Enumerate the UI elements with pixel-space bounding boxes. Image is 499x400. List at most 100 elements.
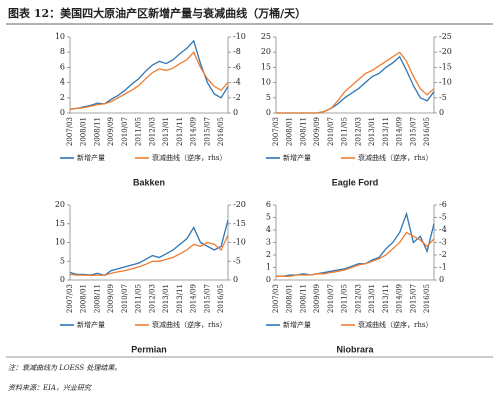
- x-tick-label: 2007/03: [66, 284, 74, 313]
- y-tick-label: 1: [266, 263, 271, 272]
- x-tick-label: 2013/11: [176, 284, 184, 313]
- series-line: [276, 231, 435, 277]
- y-tick-label: 20: [55, 200, 65, 209]
- y-tick-label: 0: [266, 275, 271, 284]
- legend-label: 衰减曲线（逆序，rhs）: [152, 320, 226, 329]
- x-tick-label: 2013/01: [368, 284, 376, 313]
- y2-tick-label: -10: [233, 32, 246, 41]
- series-line: [69, 219, 229, 277]
- y-tick-label: 4: [60, 78, 65, 87]
- chart-title: Niobrara: [336, 344, 374, 354]
- y2-tick-label: -5: [439, 93, 447, 102]
- legend-label: 新增产量: [283, 153, 311, 162]
- y-tick-label: 5: [60, 256, 65, 265]
- x-tick-label: 2013/11: [382, 284, 390, 313]
- y2-tick-label: -5: [233, 256, 241, 265]
- y-tick-label: 15: [261, 62, 271, 71]
- legend-label: 衰减曲线（逆序，rhs）: [358, 153, 432, 162]
- y2-tick-label: -10: [439, 78, 452, 87]
- x-tick-label: 2015/07: [203, 284, 211, 313]
- y2-tick-label: -1: [439, 263, 447, 272]
- series-line: [276, 51, 435, 114]
- y-tick-label: 15: [55, 219, 65, 228]
- x-tick-label: 2008/01: [286, 284, 294, 313]
- x-tick-label: 2007/03: [272, 117, 280, 146]
- x-tick-label: 2014/09: [396, 117, 404, 146]
- y2-tick-label: -15: [233, 219, 246, 228]
- x-tick-label: 2014/09: [190, 117, 198, 146]
- x-tick-label: 2010/07: [327, 117, 335, 146]
- x-tick-label: 2010/07: [327, 284, 335, 313]
- legend-label: 衰减曲线（逆序，rhs）: [152, 153, 226, 162]
- x-tick-label: 2007/03: [66, 117, 74, 146]
- y-tick-label: 5: [266, 93, 271, 102]
- x-tick-label: 2011/05: [341, 117, 349, 146]
- y-tick-label: 6: [266, 200, 271, 209]
- legend-label: 衰减曲线（逆序，rhs）: [358, 320, 432, 329]
- x-tick-label: 2010/07: [121, 117, 129, 146]
- source: 资料来源：EIA，兴业研究: [8, 384, 92, 392]
- chart-title: Permian: [131, 344, 167, 354]
- x-tick-label: 2009/09: [313, 117, 321, 146]
- x-tick-label: 2011/05: [135, 284, 143, 313]
- legend-label: 新增产量: [77, 320, 105, 329]
- y2-tick-label: -15: [439, 62, 452, 71]
- x-tick-label: 2013/01: [368, 117, 376, 146]
- x-tick-label: 2012/03: [148, 117, 156, 146]
- y2-tick-label: -6: [439, 200, 447, 209]
- y2-tick-label: -3: [439, 238, 447, 247]
- y-tick-label: 2: [266, 250, 271, 259]
- y-tick-label: 4: [266, 225, 271, 234]
- y2-tick-label: 0: [233, 275, 238, 284]
- y2-tick-label: 0: [439, 108, 444, 117]
- y2-tick-label: 0: [233, 108, 238, 117]
- y-tick-label: 0: [266, 108, 271, 117]
- y2-tick-label: 0: [439, 275, 444, 284]
- x-tick-label: 2016/05: [217, 117, 225, 146]
- x-tick-label: 2011/05: [135, 117, 143, 146]
- figure-title: 图表 12：美国四大原油产区新增产量与衰减曲线（万桶/天）: [8, 6, 306, 20]
- y-tick-label: 20: [261, 47, 271, 56]
- x-tick-label: 2009/09: [313, 284, 321, 313]
- y-tick-label: 5: [266, 213, 271, 222]
- y2-tick-label: -8: [233, 47, 241, 56]
- x-tick-label: 2009/09: [107, 284, 115, 313]
- x-tick-label: 2013/01: [162, 284, 170, 313]
- x-tick-label: 2016/05: [423, 284, 431, 313]
- x-tick-label: 2015/07: [203, 117, 211, 146]
- series-line: [69, 51, 229, 110]
- series-line: [69, 234, 229, 277]
- x-tick-label: 2015/07: [409, 117, 417, 146]
- legend-label: 新增产量: [283, 320, 311, 329]
- x-tick-label: 2009/09: [107, 117, 115, 146]
- y-tick-label: 3: [266, 238, 271, 247]
- y-tick-label: 2: [60, 93, 65, 102]
- x-tick-label: 2014/09: [190, 284, 198, 313]
- y-tick-label: 0: [60, 275, 65, 284]
- series-line: [276, 211, 435, 277]
- series-line: [276, 55, 435, 114]
- y-tick-label: 10: [261, 78, 271, 87]
- x-tick-label: 2008/11: [299, 117, 307, 146]
- x-tick-label: 2008/11: [93, 117, 101, 146]
- y-tick-label: 0: [60, 108, 65, 117]
- x-tick-label: 2014/09: [396, 284, 404, 313]
- y2-tick-label: -2: [439, 250, 447, 259]
- y2-tick-label: -4: [439, 225, 447, 234]
- y2-tick-label: -20: [439, 47, 452, 56]
- y2-tick-label: -25: [439, 32, 452, 41]
- y-tick-label: 10: [55, 32, 65, 41]
- y-tick-label: 10: [55, 238, 65, 247]
- y2-tick-label: -5: [439, 213, 447, 222]
- x-tick-label: 2013/11: [176, 117, 184, 146]
- x-tick-label: 2012/03: [354, 117, 362, 146]
- chart-title: Bakken: [133, 177, 165, 187]
- series-line: [69, 39, 229, 110]
- x-tick-label: 2012/03: [148, 284, 156, 313]
- x-tick-label: 2007/03: [272, 284, 280, 313]
- x-tick-label: 2008/01: [80, 284, 88, 313]
- x-tick-label: 2008/11: [93, 284, 101, 313]
- x-tick-label: 2016/05: [423, 117, 431, 146]
- y-tick-label: 6: [60, 62, 65, 71]
